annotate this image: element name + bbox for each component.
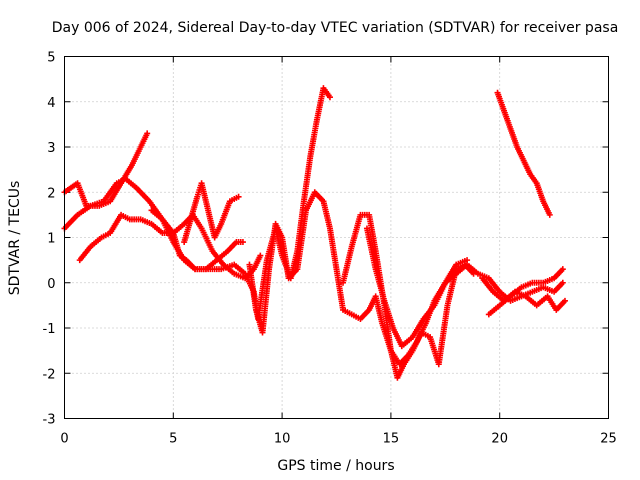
data-point [326, 94, 333, 101]
series-track-5 [181, 180, 242, 246]
series-track-2 [61, 130, 151, 209]
x-tick-labels: 0 5 10 15 20 25 [60, 432, 616, 447]
series-track-11 [494, 89, 553, 218]
series-track-6 [246, 189, 471, 368]
data-point [239, 239, 246, 246]
y-tick-label: 0 [47, 277, 55, 292]
y-tick-label: -2 [43, 367, 56, 382]
data-point [235, 193, 242, 200]
y-tick-label: 3 [47, 141, 55, 156]
x-tick-label: 25 [600, 432, 617, 447]
series-track-8 [363, 225, 566, 350]
data-point [561, 297, 568, 304]
data-point [546, 211, 553, 218]
plot-frame [64, 56, 609, 419]
y-tick-label: 2 [47, 186, 55, 201]
data-points [61, 85, 568, 381]
y-tick-labels: -3 -2 -1 0 1 2 3 4 5 [43, 51, 56, 428]
x-tick-label: 15 [383, 432, 400, 447]
y-tick-label: 5 [47, 51, 55, 66]
x-axis-label: GPS time / hours [277, 458, 394, 474]
x-tick-label: 10 [274, 432, 291, 447]
x-tick-label: 20 [491, 432, 508, 447]
grid-lines [64, 56, 609, 419]
series-track-10 [479, 275, 568, 313]
y-tick-label: 1 [47, 232, 55, 247]
x-tick-label: 0 [60, 432, 68, 447]
data-point [144, 130, 151, 137]
chart-title: Day 006 of 2024, Sidereal Day-to-day VTE… [52, 20, 619, 36]
data-point [257, 252, 264, 259]
y-tick-label: -1 [43, 322, 56, 337]
y-tick-label: -3 [43, 413, 56, 428]
y-axis-label: SDTVAR / TECUs [7, 181, 23, 296]
data-point [559, 266, 566, 273]
x-tick-label: 5 [169, 432, 177, 447]
data-point [559, 279, 566, 286]
y-tick-label: 4 [47, 96, 55, 111]
